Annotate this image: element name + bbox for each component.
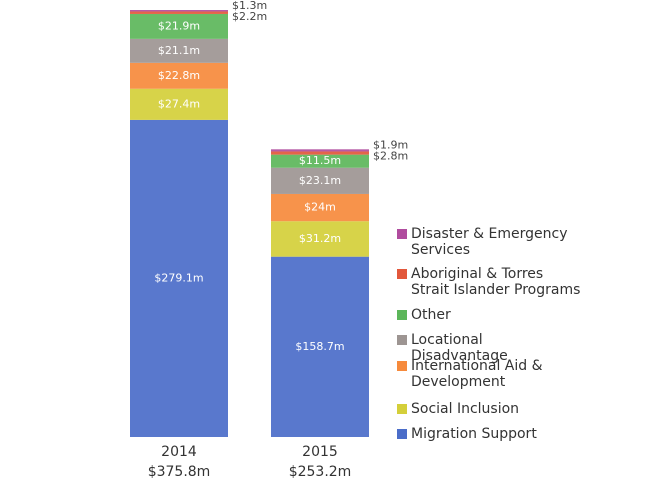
bar-segment (271, 167, 369, 194)
legend-label: Social Inclusion (411, 401, 520, 417)
legend-item: Locational Disadvantage (397, 332, 587, 364)
legend-swatch (397, 229, 407, 239)
legend-item: Aboriginal & Torres Strait Islander Prog… (397, 266, 587, 298)
legend-swatch (397, 269, 407, 279)
legend-label: International Aid & Development (411, 358, 543, 390)
legend-item: Other (397, 307, 587, 323)
value-label: $31.2m (299, 232, 341, 245)
x-tick-label: 2014 (161, 444, 197, 460)
value-label: $24m (304, 201, 336, 214)
bar-segment (271, 256, 369, 437)
value-label: $11.5m (299, 154, 341, 167)
bar-segment (130, 62, 228, 89)
value-label: $23.1m (299, 174, 341, 187)
legend-swatch (397, 429, 407, 439)
legend-label: Locational Disadvantage (411, 332, 508, 364)
bar-segment (271, 151, 369, 155)
legend-swatch (397, 335, 407, 345)
bar-segment (271, 193, 369, 222)
value-label: $21.9m (158, 19, 200, 32)
value-label: $2.2m (232, 10, 267, 23)
value-label: $158.7m (295, 340, 344, 353)
value-label: $22.8m (158, 69, 200, 82)
legend-item: International Aid & Development (397, 358, 587, 390)
bar-segment (130, 119, 228, 437)
legend-label: Disaster & Emergency Services (411, 226, 568, 258)
bar-segment (130, 13, 228, 39)
x-tick-label: 2015 (302, 444, 338, 460)
legend-item: Disaster & Emergency Services (397, 226, 587, 258)
legend-label: Other (411, 307, 451, 323)
bar-segment (130, 88, 228, 120)
bar-segment (130, 11, 228, 14)
legend-item: Social Inclusion (397, 401, 587, 417)
total-label: $375.8m (148, 464, 211, 480)
legend-swatch (397, 310, 407, 320)
value-label: $279.1m (154, 271, 203, 284)
bar-segment (130, 10, 228, 12)
value-label: $2.8m (373, 149, 408, 162)
total-label: $253.2m (289, 464, 352, 480)
legend-label: Aboriginal & Torres Strait Islander Prog… (411, 266, 581, 298)
legend-label: Migration Support (411, 426, 537, 442)
value-label: $1.3m (232, 0, 267, 12)
bar-segment (271, 154, 369, 168)
bar-segment (271, 149, 369, 152)
legend-swatch (397, 361, 407, 371)
legend-item: Migration Support (397, 426, 587, 442)
legend-swatch (397, 404, 407, 414)
value-label: $1.9m (373, 138, 408, 151)
bar-segment (271, 221, 369, 257)
value-label: $27.4m (158, 97, 200, 110)
bar-segment (130, 38, 228, 63)
value-label: $21.1m (158, 44, 200, 57)
